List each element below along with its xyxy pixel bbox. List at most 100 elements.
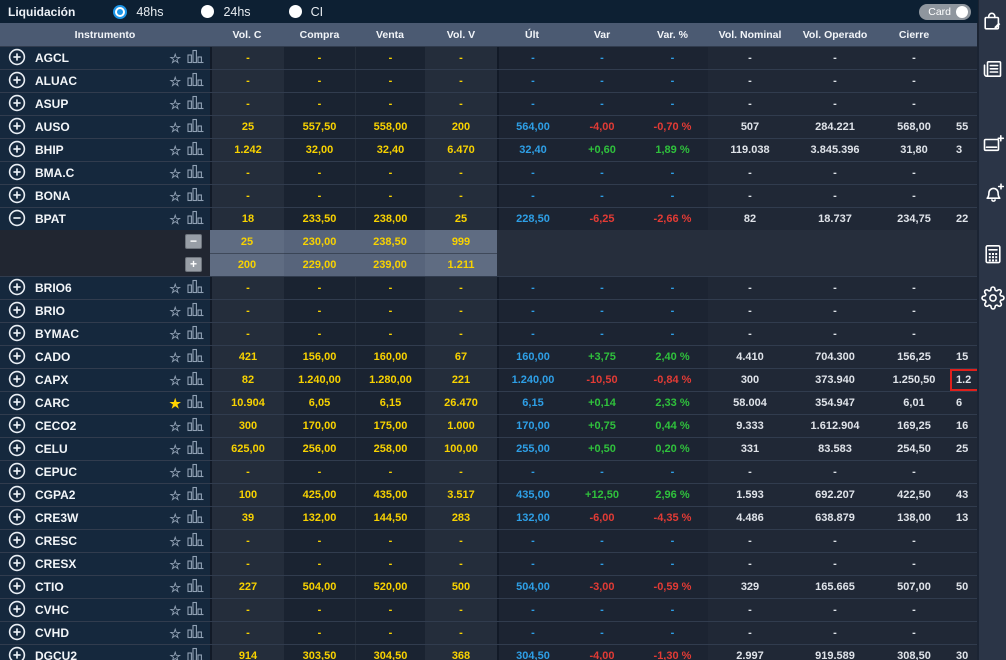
favorite-star-icon[interactable]: ☆: [169, 625, 181, 641]
settlement-option-24hs[interactable]: 24hs: [201, 5, 251, 19]
table-row[interactable]: BYMAC ☆ - - - - - - - - - -: [0, 322, 977, 345]
mini-chart-icon[interactable]: [187, 647, 204, 660]
expand-row-button[interactable]: [8, 278, 26, 299]
favorite-star-icon[interactable]: ☆: [169, 464, 181, 480]
mini-chart-icon[interactable]: [187, 555, 204, 573]
favorite-star-icon[interactable]: ☆: [169, 326, 181, 342]
mini-chart-icon[interactable]: [187, 417, 204, 435]
calculator-icon[interactable]: [981, 242, 1005, 266]
news-icon[interactable]: [981, 57, 1005, 81]
mini-chart-icon[interactable]: [187, 394, 204, 412]
mini-chart-icon[interactable]: [187, 624, 204, 642]
favorite-star-icon[interactable]: ☆: [169, 510, 181, 526]
favorite-star-icon[interactable]: ☆: [169, 50, 181, 66]
mini-chart-icon[interactable]: [187, 118, 204, 136]
mini-chart-icon[interactable]: [187, 440, 204, 458]
table-row[interactable]: BRIO ☆ - - - - - - - - - -: [0, 299, 977, 322]
favorite-star-icon[interactable]: ☆: [169, 556, 181, 572]
mini-chart-icon[interactable]: [187, 164, 204, 182]
mini-chart-icon[interactable]: [187, 348, 204, 366]
table-row[interactable]: CRE3W ☆ 39 132,00 144,50 283 132,00 -6,00 -4,35 …: [0, 506, 977, 529]
expand-row-button[interactable]: [8, 163, 26, 184]
expand-row-button[interactable]: [8, 301, 26, 322]
expand-row-button[interactable]: [8, 531, 26, 552]
table-row[interactable]: BPAT ☆ 18 233,50 238,00 25 228,50 -6,25 -2,66 % 8…: [0, 207, 977, 230]
mini-chart-icon[interactable]: [187, 325, 204, 343]
favorite-star-icon[interactable]: ☆: [169, 119, 181, 135]
mini-chart-icon[interactable]: [187, 210, 204, 228]
card-add-icon[interactable]: [981, 132, 1005, 156]
table-row[interactable]: AGCL ☆ - - - - - - - - - -: [0, 46, 977, 69]
favorite-star-icon[interactable]: ☆: [169, 533, 181, 549]
table-row[interactable]: ALUAC ☆ - - - - - - - - - -: [0, 69, 977, 92]
mini-chart-icon[interactable]: [187, 578, 204, 596]
mini-chart-icon[interactable]: [187, 302, 204, 320]
table-row[interactable]: CVHC ☆ - - - - - - - - - -: [0, 598, 977, 621]
table-row[interactable]: CELU ☆ 625,00 256,00 258,00 100,00 255,00 +0,50…: [0, 437, 977, 460]
settings-gear-icon[interactable]: [981, 286, 1005, 310]
mini-chart-icon[interactable]: [187, 141, 204, 159]
alert-add-icon[interactable]: [981, 181, 1005, 205]
expand-row-button[interactable]: [8, 48, 26, 69]
expand-row-button[interactable]: [8, 508, 26, 529]
favorite-star-icon[interactable]: ☆: [169, 579, 181, 595]
mini-chart-icon[interactable]: [187, 187, 204, 205]
favorite-star-icon[interactable]: ☆: [169, 372, 181, 388]
mini-chart-icon[interactable]: [187, 509, 204, 527]
table-row[interactable]: CVHD ☆ - - - - - - - - - -: [0, 621, 977, 644]
expand-row-button[interactable]: [8, 370, 26, 391]
card-view-toggle[interactable]: Card: [919, 4, 971, 20]
expand-row-button[interactable]: [8, 186, 26, 207]
favorite-star-icon[interactable]: ☆: [169, 211, 181, 227]
favorite-star-icon[interactable]: ☆: [169, 487, 181, 503]
mini-chart-icon[interactable]: [187, 49, 204, 67]
favorite-star-icon[interactable]: ☆: [169, 441, 181, 457]
favorite-star-icon[interactable]: ★: [169, 395, 181, 411]
table-row[interactable]: CADO ☆ 421 156,00 160,00 67 160,00 +3,75 2,40 % 4…: [0, 345, 977, 368]
mini-chart-icon[interactable]: [187, 371, 204, 389]
favorite-star-icon[interactable]: ☆: [169, 188, 181, 204]
mini-chart-icon[interactable]: [187, 601, 204, 619]
favorite-star-icon[interactable]: ☆: [169, 280, 181, 296]
expand-row-button[interactable]: [8, 623, 26, 644]
favorite-star-icon[interactable]: ☆: [169, 349, 181, 365]
portfolio-bag-edit-icon[interactable]: [981, 10, 1005, 34]
favorite-star-icon[interactable]: ☆: [169, 648, 181, 660]
expand-row-button[interactable]: [8, 393, 26, 414]
table-row[interactable]: CRESX ☆ - - - - - - - - - -: [0, 552, 977, 575]
mini-chart-icon[interactable]: [187, 463, 204, 481]
favorite-star-icon[interactable]: ☆: [169, 418, 181, 434]
expand-row-button[interactable]: [8, 416, 26, 437]
mini-chart-icon[interactable]: [187, 95, 204, 113]
expand-row-button[interactable]: [8, 439, 26, 460]
mini-chart-icon[interactable]: [187, 72, 204, 90]
favorite-star-icon[interactable]: ☆: [169, 96, 181, 112]
expand-row-button[interactable]: [8, 117, 26, 138]
table-row[interactable]: DGCU2 ☆ 914 303,50 304,50 368 304,50 -4,00 -1,30…: [0, 644, 977, 660]
table-row[interactable]: BHIP ☆ 1.242 32,00 32,40 6.470 32,40 +0,60 1,89 …: [0, 138, 977, 161]
settlement-option-48hs[interactable]: 48hs: [113, 4, 163, 19]
expand-row-button[interactable]: [8, 140, 26, 161]
settlement-option-ci[interactable]: CI: [288, 5, 323, 19]
mini-chart-icon[interactable]: [187, 486, 204, 504]
favorite-star-icon[interactable]: ☆: [169, 165, 181, 181]
table-row[interactable]: BRIO6 ☆ - - - - - - - - - -: [0, 276, 977, 299]
collapse-row-button[interactable]: [8, 209, 26, 230]
table-row[interactable]: CARC ★ 10.904 6,05 6,15 26.470 6,15 +0,14 2,33 %…: [0, 391, 977, 414]
expand-row-button[interactable]: [8, 324, 26, 345]
expand-row-button[interactable]: [8, 94, 26, 115]
table-row[interactable]: AUSO ☆ 25 557,50 558,00 200 564,00 -4,00 -0,70 %…: [0, 115, 977, 138]
table-row[interactable]: CRESC ☆ - - - - - - - - - -: [0, 529, 977, 552]
mini-chart-icon[interactable]: [187, 279, 204, 297]
favorite-star-icon[interactable]: ☆: [169, 303, 181, 319]
expand-row-button[interactable]: [8, 485, 26, 506]
table-row[interactable]: ASUP ☆ - - - - - - - - - -: [0, 92, 977, 115]
expand-row-button[interactable]: [8, 347, 26, 368]
table-row[interactable]: BMA.C ☆ - - - - - - - - - -: [0, 161, 977, 184]
table-row[interactable]: CAPX ☆ 82 1.240,00 1.280,00 221 1.240,00 -10,50…: [0, 368, 977, 391]
table-row[interactable]: CECO2 ☆ 300 170,00 175,00 1.000 170,00 +0,75 0,4…: [0, 414, 977, 437]
mini-chart-icon[interactable]: [187, 532, 204, 550]
expand-row-button[interactable]: [8, 577, 26, 598]
favorite-star-icon[interactable]: ☆: [169, 142, 181, 158]
table-row[interactable]: BONA ☆ - - - - - - - - - -: [0, 184, 977, 207]
